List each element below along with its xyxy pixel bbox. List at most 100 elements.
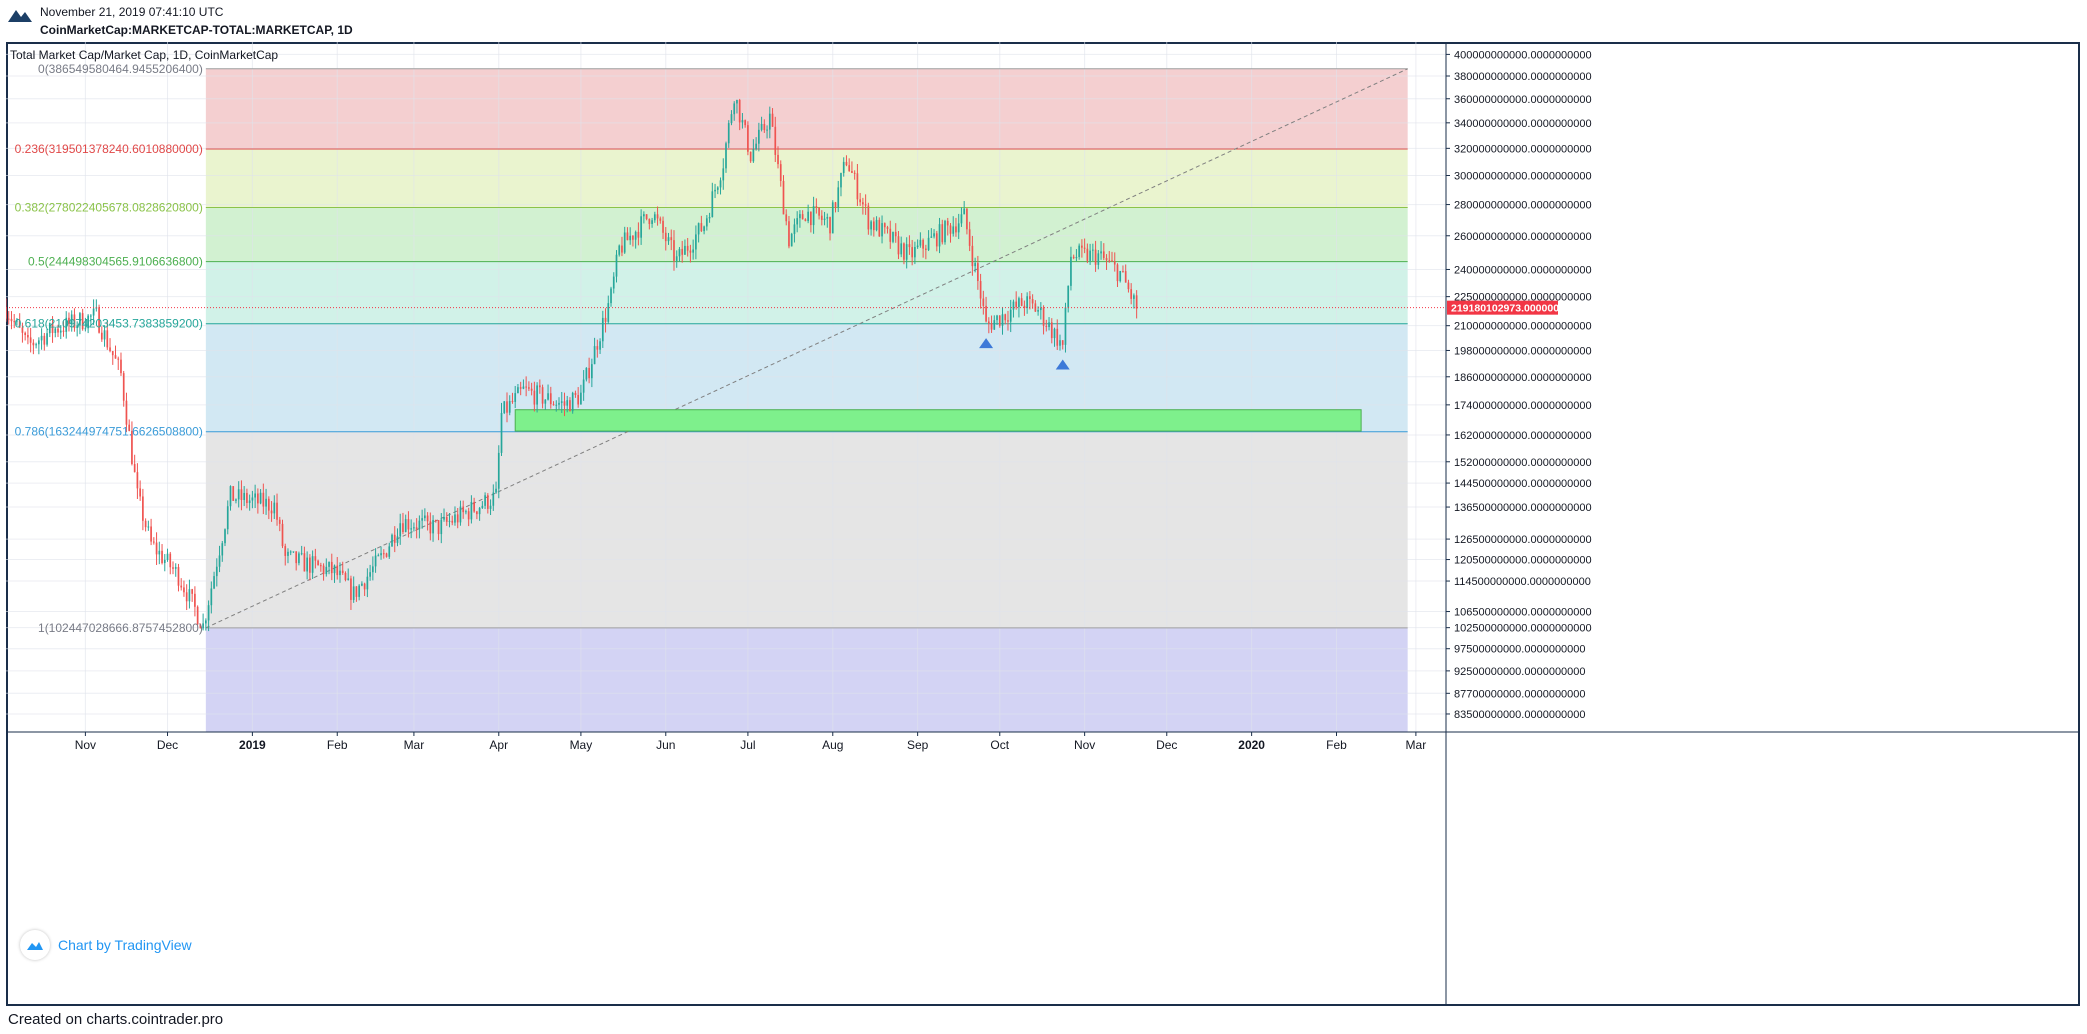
tradingview-badge[interactable]: Chart by TradingView [20, 930, 192, 960]
candle [848, 158, 851, 172]
candle [1100, 241, 1102, 260]
candle [429, 512, 432, 541]
candle [571, 391, 574, 414]
candle [864, 194, 867, 215]
candle [243, 486, 246, 507]
x-tick-label-7: Jun [656, 738, 675, 752]
y-tick-label-26: 83500000000.0000000000 [1454, 709, 1586, 721]
candle [404, 514, 407, 533]
x-tick-label-0: Nov [75, 738, 96, 752]
candle [744, 119, 747, 128]
symbol-title: CoinMarketCap:MARKETCAP-TOTAL:MARKETCAP,… [40, 23, 353, 37]
candle [68, 312, 70, 332]
candle [95, 299, 98, 312]
candle [632, 235, 634, 247]
candle [174, 563, 177, 577]
price-chart[interactable]: 0(386549580464.9455206400) 0.236(31950137… [6, 42, 2080, 1006]
candle [410, 519, 413, 539]
candle [623, 226, 626, 254]
candle [758, 122, 760, 152]
candle [185, 584, 188, 611]
candle [829, 216, 831, 241]
candle [497, 445, 500, 499]
candle [725, 141, 727, 173]
candle [1075, 249, 1078, 262]
candle [851, 161, 853, 174]
candle [914, 241, 916, 265]
candle [985, 296, 987, 323]
candle [319, 562, 322, 572]
fib-label-2: 0.382(278022405678.0828620800) [15, 201, 203, 215]
candle [1078, 243, 1081, 260]
candle [180, 578, 183, 591]
candle [418, 515, 421, 539]
candle [560, 391, 563, 413]
candle [18, 313, 21, 329]
candle [448, 513, 451, 528]
candle [325, 558, 328, 577]
candle [120, 352, 122, 376]
candle [900, 236, 903, 258]
candle [763, 119, 766, 133]
candle [1102, 243, 1105, 261]
candle [645, 214, 648, 221]
y-tick-label-23: 97500000000.0000000000 [1454, 644, 1586, 656]
candle [1039, 302, 1042, 320]
candle [719, 177, 722, 195]
candle [29, 327, 32, 353]
candle [979, 273, 982, 309]
candle [982, 290, 985, 315]
candle [716, 186, 719, 195]
candle [1089, 243, 1091, 265]
candle [339, 562, 341, 583]
candle [443, 508, 445, 522]
candle [251, 490, 254, 509]
candle [152, 537, 155, 545]
candle [826, 213, 829, 228]
candle [730, 110, 733, 126]
candle [161, 544, 163, 565]
candle [530, 382, 533, 396]
candle [705, 215, 708, 231]
candle [859, 192, 861, 206]
candle [79, 311, 81, 335]
candle [27, 327, 29, 345]
candle [612, 272, 615, 294]
candle [993, 315, 996, 330]
candle [1023, 300, 1026, 316]
candle [755, 137, 757, 151]
candle [202, 613, 204, 631]
candle [799, 210, 801, 228]
candle [70, 310, 73, 332]
candle [1061, 340, 1064, 350]
candle [7, 311, 10, 325]
candle [971, 235, 974, 276]
candle [508, 395, 511, 416]
candle [615, 250, 618, 283]
candle [621, 236, 623, 257]
candle [968, 221, 971, 252]
candle [689, 244, 692, 263]
y-tick-label-24: 92500000000.0000000000 [1454, 666, 1586, 678]
candle [766, 125, 768, 139]
tradingview-badge-label: Chart by TradingView [58, 937, 192, 953]
candle [298, 551, 300, 566]
candle [670, 229, 673, 251]
candle [566, 395, 569, 413]
y-tick-label-25: 87700000000.0000000000 [1454, 688, 1586, 700]
candle [191, 588, 194, 602]
candle [941, 219, 944, 245]
candle [207, 600, 210, 632]
fib-label-5: 0.786(163244974751.6626508800) [15, 425, 203, 439]
candle [1026, 292, 1028, 314]
candle [440, 513, 443, 544]
candle [1031, 294, 1034, 309]
candle [133, 454, 136, 473]
candle [166, 548, 169, 562]
candle [366, 568, 369, 598]
candle [1072, 254, 1075, 260]
candle [820, 210, 823, 226]
candle [51, 316, 54, 343]
candle [111, 351, 114, 365]
candle [144, 518, 147, 532]
